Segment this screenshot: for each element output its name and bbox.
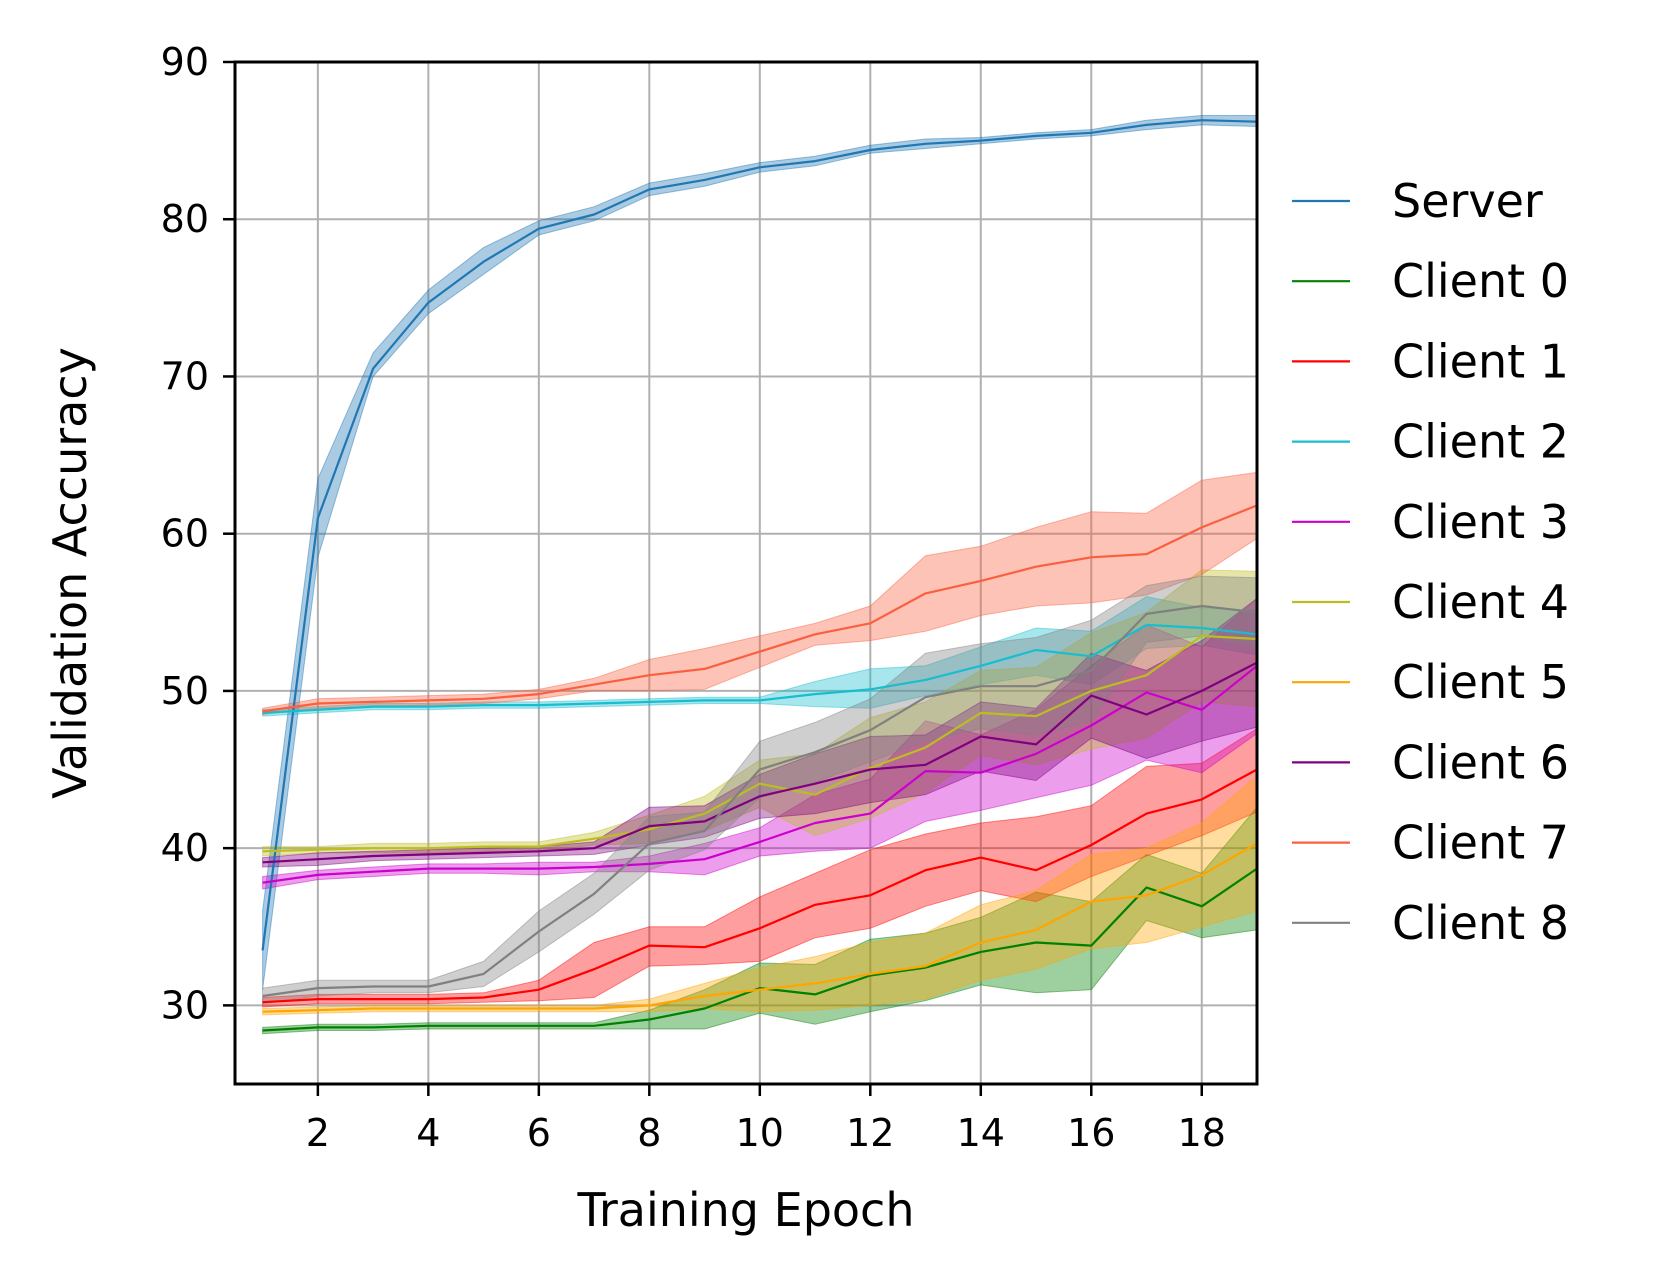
legend-label: Client 4: [1392, 575, 1569, 629]
legend-item: Client 8: [1292, 896, 1569, 950]
band-client-1: [262, 728, 1257, 1008]
legend-label: Client 5: [1392, 655, 1569, 709]
legend-label: Client 1: [1392, 334, 1569, 388]
line-client-2: [262, 623, 1257, 714]
legend-item: Client 3: [1292, 495, 1569, 549]
line-client-5: [262, 842, 1257, 1013]
band-client-5: [262, 775, 1257, 1016]
plot-frame: [233, 60, 1259, 1086]
legend-label: Client 3: [1392, 495, 1569, 549]
legend-label: Client 0: [1392, 254, 1569, 308]
legend-label: Client 8: [1392, 896, 1569, 950]
legend: Server Client 0 Client 1 Client 2 Client 3 Cl…: [1292, 174, 1569, 950]
legend-item: Client 6: [1292, 735, 1569, 789]
band-client-6: [262, 597, 1257, 868]
y-tick-label: 40: [161, 826, 209, 870]
x-tick-label: 14: [957, 1111, 1005, 1155]
legend-label: Client 2: [1392, 415, 1569, 469]
band-client-2: [262, 596, 1257, 717]
legend-item: Client 0: [1292, 254, 1569, 308]
y-axis-title: Validation Accuracy: [43, 347, 97, 799]
legend-item: Client 7: [1292, 816, 1569, 870]
legend-item: Client 2: [1292, 415, 1569, 469]
line-server: [261, 119, 1257, 951]
band-client-0: [262, 806, 1257, 1035]
y-tick-label: 60: [161, 512, 209, 556]
y-axis: 30 40 50 60 70 80 90: [161, 40, 235, 1027]
band-client-8: [262, 575, 1257, 1005]
legend-item: Server: [1292, 174, 1543, 228]
x-tick-label: 10: [736, 1111, 784, 1155]
line-client-7: [262, 504, 1257, 713]
line-client-4: [262, 634, 1257, 853]
x-axis: 2 4 6 8 10 12 14 16 18: [306, 1084, 1226, 1155]
band-server: [262, 115, 1257, 990]
band-client-7: [262, 471, 1257, 716]
y-tick-label: 30: [161, 983, 209, 1027]
line-client-1: [262, 768, 1257, 1004]
y-tick-label: 80: [161, 197, 209, 241]
y-tick-label: 70: [161, 354, 209, 398]
legend-item: Client 5: [1292, 655, 1569, 709]
legend-item: Client 1: [1292, 334, 1569, 388]
x-tick-label: 18: [1178, 1111, 1226, 1155]
legend-item: Client 4: [1292, 575, 1569, 629]
line-client-8: [262, 604, 1257, 998]
legend-label: Client 7: [1392, 816, 1569, 870]
y-tick-label: 90: [161, 40, 209, 84]
x-tick-label: 12: [846, 1111, 894, 1155]
x-tick-label: 16: [1067, 1111, 1115, 1155]
series-lines: [261, 119, 1257, 1032]
y-tick-label: 50: [161, 669, 209, 713]
legend-label: Client 6: [1392, 735, 1569, 789]
x-tick-label: 6: [527, 1111, 551, 1155]
legend-label: Server: [1392, 174, 1543, 228]
line-client-3: [262, 664, 1257, 884]
line-client-0: [262, 867, 1257, 1032]
x-axis-title: Training Epoch: [577, 1183, 915, 1237]
x-tick-label: 2: [306, 1111, 330, 1155]
x-tick-label: 8: [637, 1111, 661, 1155]
x-tick-label: 4: [416, 1111, 440, 1155]
line-client-6: [262, 661, 1257, 864]
